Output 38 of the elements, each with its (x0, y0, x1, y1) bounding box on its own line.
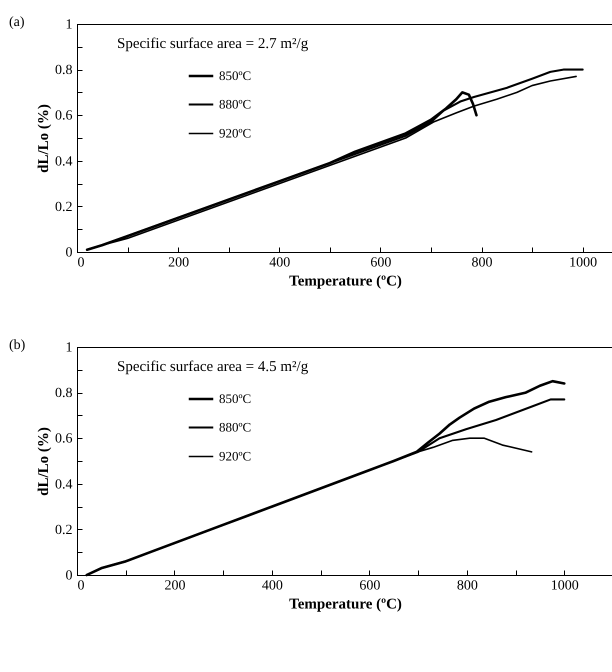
x-tick-label: 400 (269, 256, 290, 270)
x-tick-label: 200 (168, 256, 190, 270)
y-tick-label: 1 (66, 18, 72, 32)
legend-label: 850ºC (219, 68, 252, 83)
y-tick-label: 0.8 (55, 386, 72, 402)
x-tick-label: 200 (164, 578, 186, 594)
y-tick-label: 0.6 (55, 432, 72, 447)
y-tick-label: 0.8 (55, 63, 72, 78)
x-tick-label: 800 (456, 578, 478, 594)
x-axis-title: Temperature (ºC) (289, 274, 402, 290)
x-tick-label: 400 (262, 578, 283, 594)
annotation: Specific surface area = 2.7 m²/g (117, 36, 309, 52)
legend-label: 920ºC (219, 448, 252, 464)
legend-label: 880ºC (219, 96, 252, 112)
x-axis-title: Temperature (ºC) (289, 596, 402, 612)
chart-title: (b) (9, 338, 26, 353)
y-tick-label: 0.4 (55, 154, 72, 170)
x-tick-label: 600 (370, 256, 392, 270)
y-tick-label: 0 (66, 246, 72, 260)
x-tick-label: 0 (78, 578, 84, 594)
x-tick-label: 600 (359, 578, 380, 594)
annotation: Specific surface area = 4.5 m²/g (117, 359, 309, 375)
y-tick-label: 0 (66, 568, 72, 584)
y-tick-label: 0.4 (55, 477, 72, 492)
chart-title: (a) (9, 15, 25, 30)
legend-label: 880ºC (219, 420, 252, 434)
legend-label: 850ºC (219, 391, 252, 406)
y-axis-title: dL/Lo (%) (36, 427, 52, 496)
x-tick-label: 800 (472, 256, 493, 270)
y-tick-label: 0.2 (55, 200, 72, 215)
x-tick-label: 0 (78, 256, 84, 270)
y-axis-title: dL/Lo (%) (36, 104, 52, 173)
x-tick-label: 1000 (569, 256, 598, 270)
x-tick-label: 1000 (550, 578, 579, 594)
y-tick-label: 0.6 (55, 108, 72, 124)
legend-label: 920ºC (219, 126, 252, 140)
y-tick-label: 1 (66, 340, 72, 356)
y-tick-label: 0.2 (55, 522, 72, 538)
